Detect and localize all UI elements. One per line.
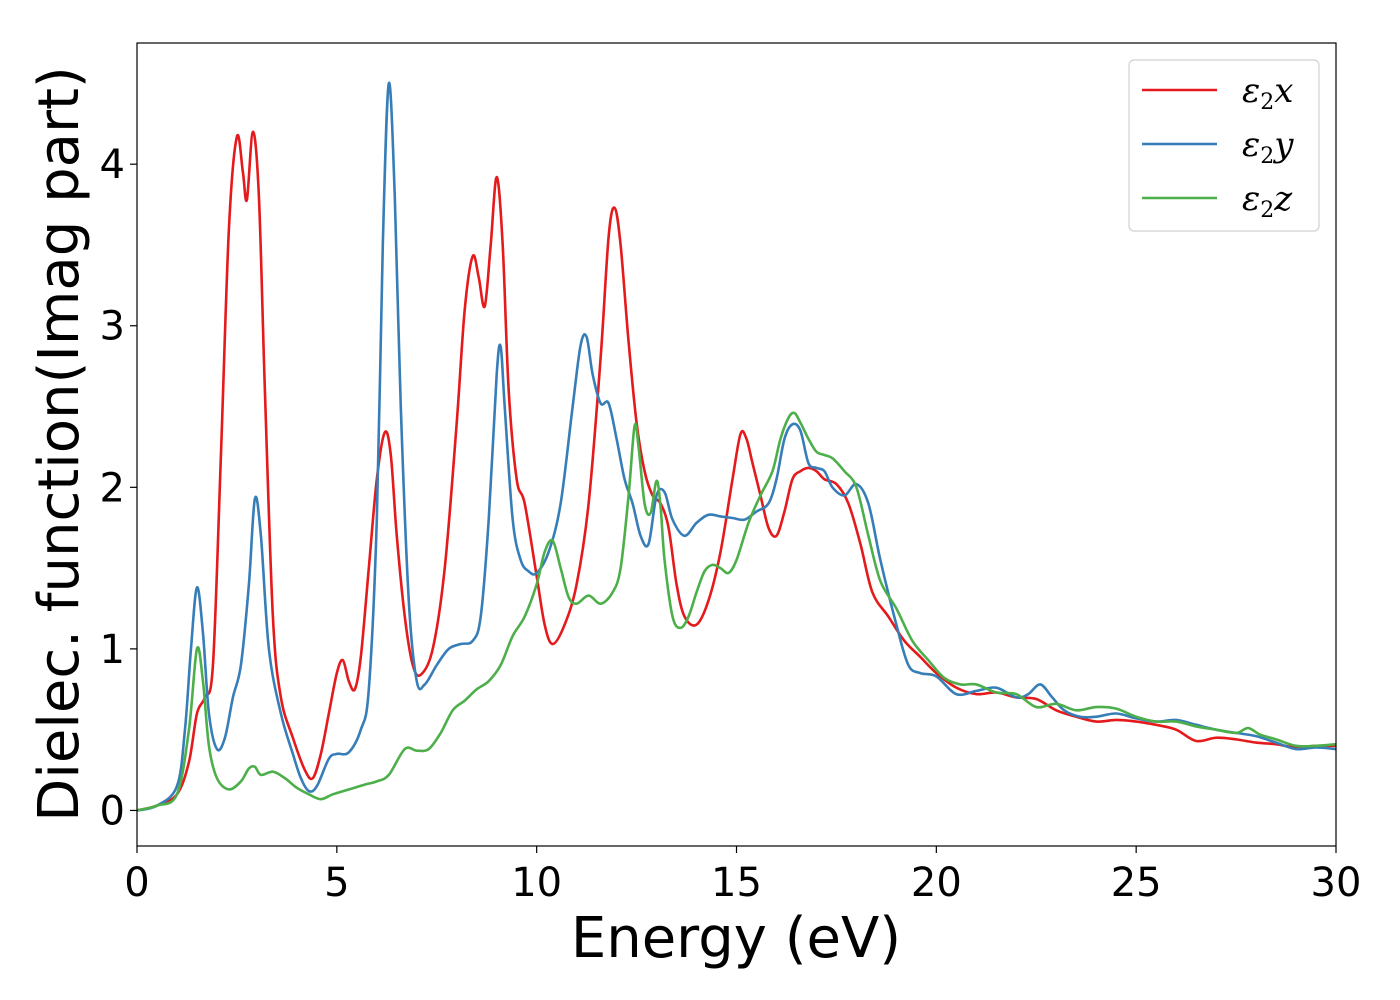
x-axis-title: Energy (eV) (571, 906, 901, 971)
y-tick-label: 0 (100, 788, 125, 834)
y-tick-label: 3 (100, 304, 125, 350)
legend-label-y: ε2y (1242, 125, 1294, 169)
y-axis-title: Dielec. function(Imag part) (27, 66, 92, 822)
legend-label-x: ε2x (1242, 71, 1293, 115)
x-tick-label: 30 (1311, 860, 1362, 906)
legend-box (1128, 59, 1320, 232)
legend: ε2x ε2y ε2z (1128, 59, 1320, 232)
series-layer (137, 81, 1336, 812)
x-tick-label: 10 (511, 860, 562, 906)
y-tick-label: 4 (100, 142, 125, 188)
x-tick-label: 25 (1111, 860, 1162, 906)
x-tick-label: 20 (911, 860, 962, 906)
legend-label-z: ε2z (1242, 179, 1293, 223)
y-axis: 0 1 2 3 4 (100, 142, 137, 834)
series-line-x (137, 130, 1336, 812)
series-line-y (137, 81, 1336, 812)
series-line-z (137, 411, 1336, 812)
x-axis: 0 5 10 15 20 25 30 (124, 846, 1361, 906)
x-tick-label: 0 (124, 860, 149, 906)
y-tick-label: 2 (100, 465, 125, 511)
x-tick-label: 5 (324, 860, 349, 906)
y-tick-label: 1 (100, 627, 125, 673)
x-tick-label: 15 (711, 860, 762, 906)
